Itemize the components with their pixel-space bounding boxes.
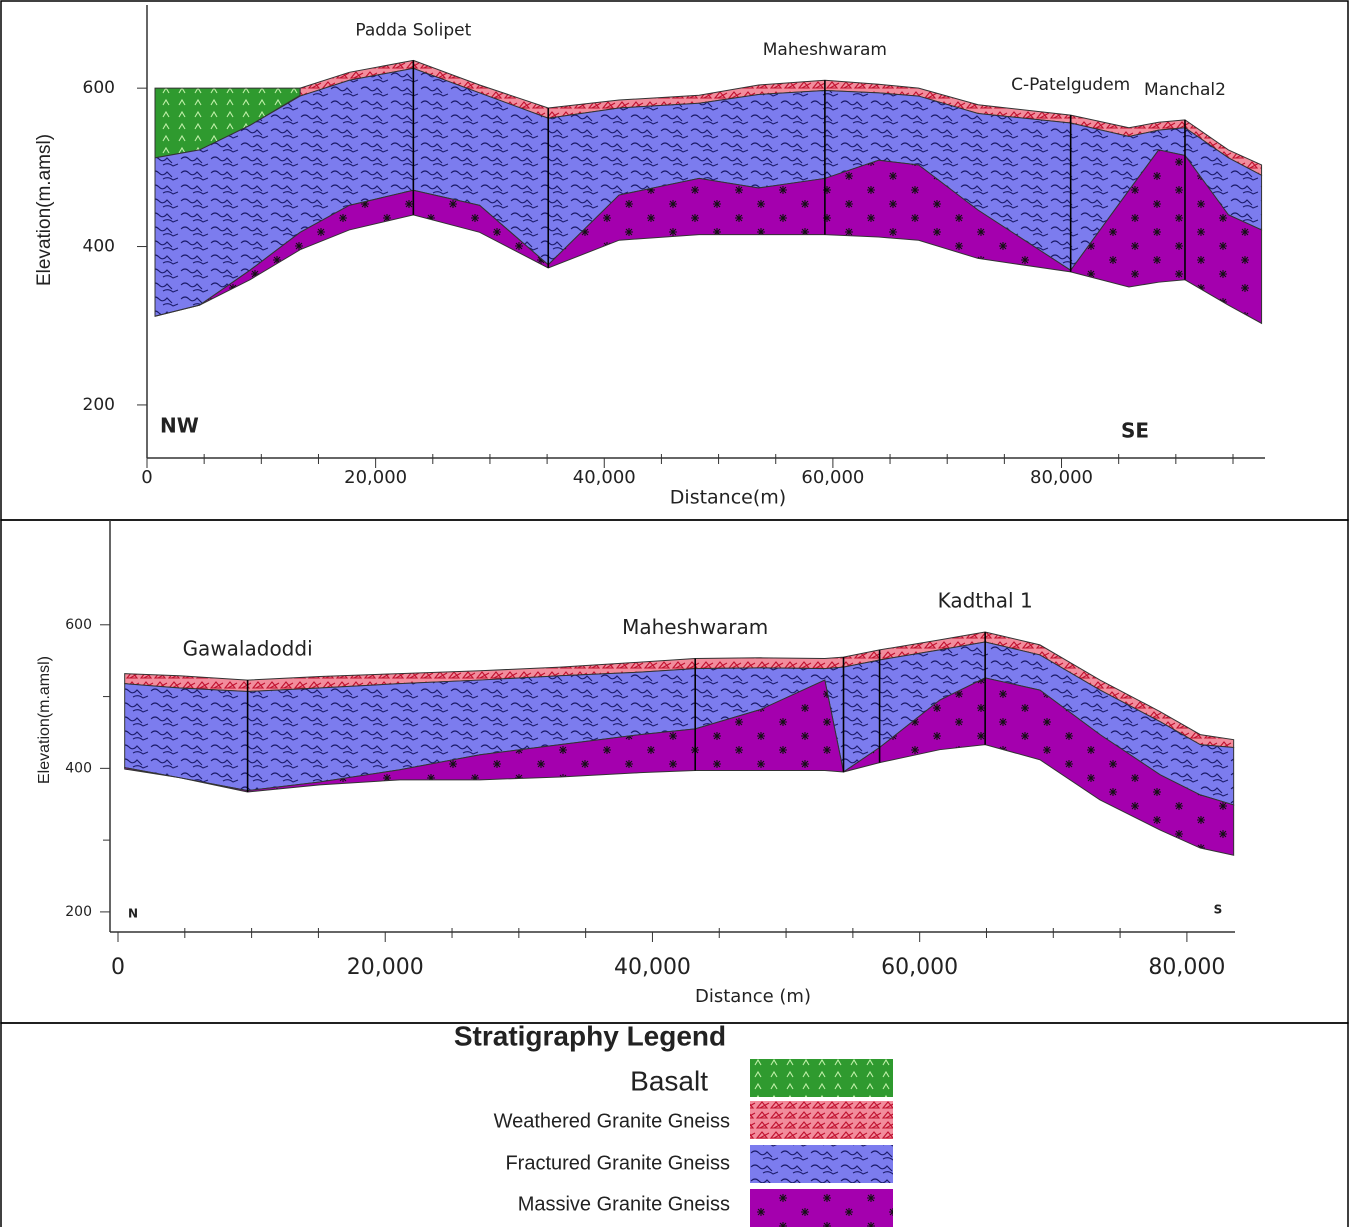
y-tick-label: 600 bbox=[65, 617, 92, 633]
y-tick-label: 200 bbox=[65, 904, 92, 920]
y-tick-label: 600 bbox=[83, 78, 115, 98]
direction-label: S bbox=[1214, 903, 1223, 917]
legend-label: Weathered Granite Gneiss bbox=[494, 1110, 730, 1132]
well-label: Maheshwaram bbox=[763, 40, 887, 60]
well-label: Gawaladoddi bbox=[183, 637, 313, 661]
legend-swatch bbox=[750, 1059, 893, 1097]
x-axis-title: Distance (m) bbox=[695, 986, 811, 1007]
legend-swatch bbox=[750, 1145, 893, 1183]
direction-label: NW bbox=[160, 414, 199, 438]
y-tick-label: 400 bbox=[83, 237, 115, 257]
x-tick-label: 40,000 bbox=[573, 467, 636, 488]
x-tick-label: 40,000 bbox=[614, 955, 691, 980]
legend-swatch bbox=[750, 1101, 893, 1139]
well-label: Manchal2 bbox=[1144, 80, 1226, 100]
well-label: Kadthal 1 bbox=[938, 588, 1033, 612]
legend-title: Stratigraphy Legend bbox=[454, 1020, 726, 1051]
legend-label: Massive Granite Gneiss bbox=[518, 1193, 730, 1215]
direction-label: N bbox=[128, 907, 138, 921]
x-tick-label: 20,000 bbox=[347, 955, 424, 980]
x-tick-label: 60,000 bbox=[881, 955, 958, 980]
x-tick-label: 20,000 bbox=[344, 467, 407, 488]
y-axis-title: Elevation(m.amsl) bbox=[36, 656, 53, 784]
x-tick-label: 80,000 bbox=[1030, 467, 1093, 488]
y-tick-label: 200 bbox=[83, 395, 115, 415]
y-axis-title: Elevation(m.amsl) bbox=[34, 134, 55, 286]
x-tick-label: 80,000 bbox=[1148, 955, 1225, 980]
x-axis-title: Distance(m) bbox=[670, 487, 786, 509]
well-label: Padda Solipet bbox=[355, 20, 471, 40]
x-tick-label: 0 bbox=[111, 955, 125, 980]
legend-label: Fractured Granite Gneiss bbox=[505, 1152, 730, 1174]
legend-label: Basalt bbox=[630, 1065, 708, 1096]
y-tick-label: 400 bbox=[65, 760, 92, 776]
figure: Padda Solipet Maheshwaram C-Patelgudem Manc… bbox=[0, 0, 1354, 1227]
x-tick-label: 60,000 bbox=[801, 467, 864, 488]
well-label: Maheshwaram bbox=[622, 615, 768, 639]
well-label: C-Patelgudem bbox=[1011, 75, 1130, 95]
legend-swatch bbox=[750, 1189, 893, 1227]
x-tick-label: 0 bbox=[141, 467, 152, 488]
direction-label: SE bbox=[1121, 419, 1149, 443]
